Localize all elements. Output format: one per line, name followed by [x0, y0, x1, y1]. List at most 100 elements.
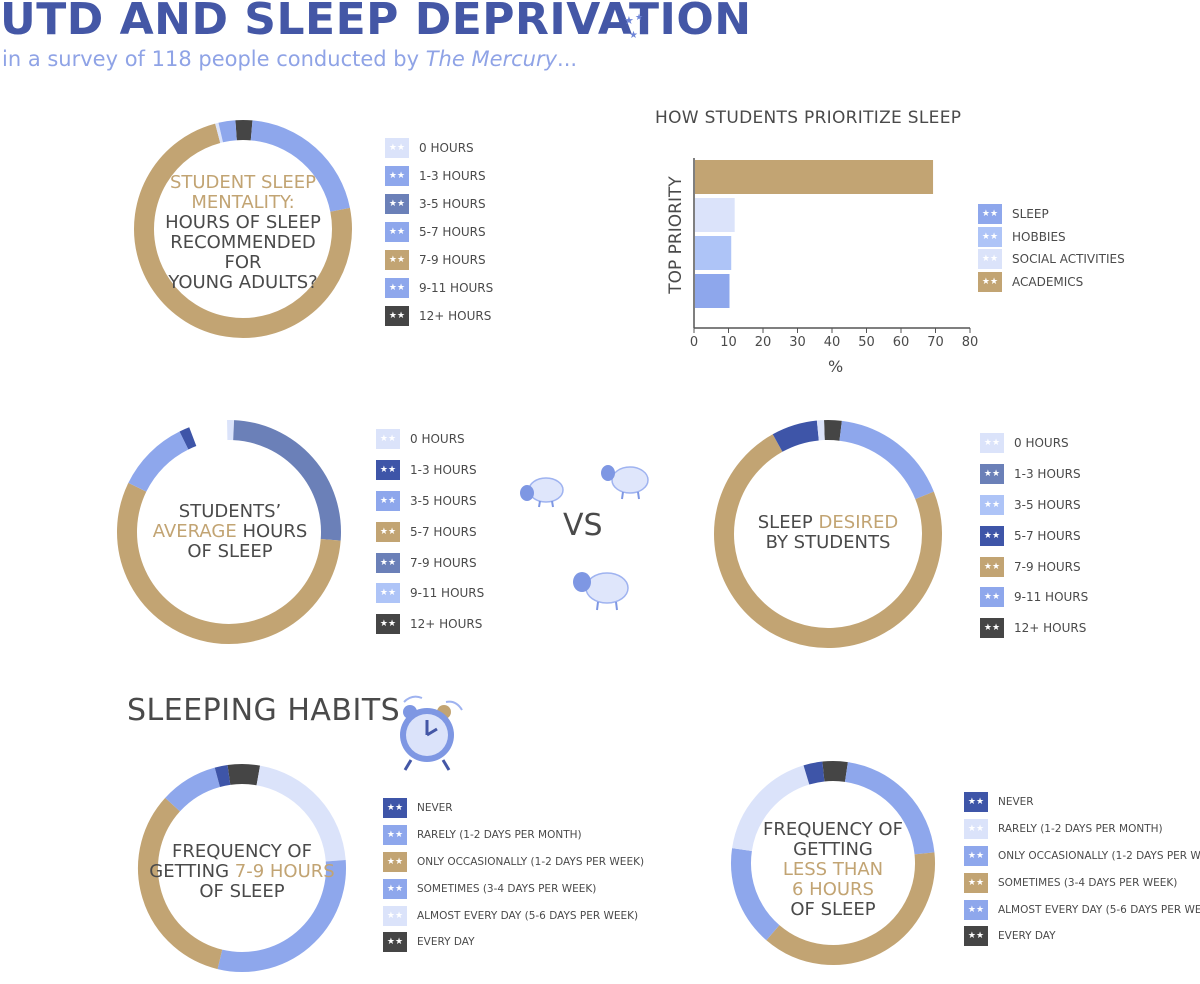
donut-slice-9-11-hours	[221, 130, 236, 132]
legend-label: 0 HOURS	[410, 432, 465, 446]
sheep-icon	[518, 470, 566, 510]
legend-label: 3-5 HOURS	[1014, 498, 1081, 512]
stars-icon: ★★	[978, 227, 1002, 247]
stars-icon: ★★	[376, 614, 400, 634]
x-tick-label: 60	[893, 335, 910, 350]
legend-average: ★★0 HOURS★★1-3 HOURS★★3-5 HOURS★★5-7 HOU…	[376, 424, 484, 640]
legend-label: ALMOST EVERY DAY (5-6 DAYS PER WEEK)	[417, 910, 638, 922]
legend-item: ★★SLEEP	[978, 203, 1125, 226]
legend-label: 5-7 HOURS	[1014, 529, 1081, 543]
stars-icon: ★★	[964, 846, 988, 866]
legend-label: 3-5 HOURS	[410, 494, 477, 508]
stars-icon: ★★	[978, 249, 1002, 269]
legend-item: ★★ ALMOST EVERY DAY (5-6 DAYS PER WEEK)	[383, 902, 644, 929]
stars-icon: ★★	[980, 618, 1004, 638]
moon-stars-icon: ★ ★ ★	[615, 0, 695, 75]
legend-label: SOMETIMES (3-4 DAYS PER WEEK)	[417, 883, 596, 895]
donut-slice-9-11-hours	[841, 431, 925, 496]
legend-item: ★★12+ HOURS	[980, 613, 1088, 644]
legend-label: 7-9 HOURS	[410, 556, 477, 570]
vs-text: VS	[563, 508, 603, 543]
stars-icon: ★★	[383, 852, 407, 872]
stars-icon: ★★	[383, 906, 407, 926]
sheep-icon	[570, 566, 632, 614]
stars-icon: ★★	[964, 819, 988, 839]
stars-icon: ★★	[376, 429, 400, 449]
legend-label: 7-9 HOURS	[419, 253, 486, 267]
stars-icon: ★★	[980, 464, 1004, 484]
donut-slice-3-5-hours	[137, 440, 184, 487]
section-title-sleeping-habits: SLEEPING HABITS	[127, 693, 400, 728]
stars-icon: ★★	[980, 495, 1004, 515]
legend-label: RARELY (1-2 DAYS PER MONTH)	[417, 829, 582, 841]
donut-slice-0-hours	[218, 133, 221, 134]
legend-label: ONLY OCCASIONALLY (1-2 DAYS PER WEEK)	[998, 850, 1200, 862]
legend-item: ★★1-3 HOURS	[980, 459, 1088, 490]
x-tick-label: 70	[927, 335, 944, 350]
donut-slice-every-day	[823, 771, 846, 772]
donut-label-desired: SLEEP DESIRED BY STUDENTS	[748, 513, 908, 553]
donut-label-freq-7-9: FREQUENCY OF GETTING 7-9 HOURS OF SLEEP	[147, 842, 337, 902]
legend-label: 9-11 HOURS	[419, 281, 493, 295]
svg-text:★: ★	[635, 13, 643, 23]
stars-icon: ★★	[980, 557, 1004, 577]
legend-item: ★★ACADEMICS	[978, 271, 1125, 294]
donut-label-average: STUDENTS’ AVERAGE HOURS OF SLEEP	[150, 502, 310, 562]
stars-icon: ★★	[376, 460, 400, 480]
legend-item: ★★ RARELY (1-2 DAYS PER MONTH)	[964, 816, 1200, 843]
legend-item: ★★ 9-11 HOURS	[376, 578, 484, 609]
legend-item: ★★EVERY DAY	[383, 929, 644, 956]
legend-label: ALMOST EVERY DAY (5-6 DAYS PER WEEK)	[998, 904, 1200, 916]
donut-slice-12-hours	[824, 430, 840, 431]
legend-item: ★★ 5-7 HOURS	[980, 520, 1088, 551]
source-name: The Mercury	[426, 47, 557, 71]
donut-slice-rarely-1-2-days-per-month-	[173, 777, 218, 804]
bar-social-activities	[695, 198, 735, 232]
legend-label: 5-7 HOURS	[419, 225, 486, 239]
legend-item: ★★7-9 HOURS	[385, 246, 493, 274]
bar-hobbies	[695, 236, 731, 270]
legend-item: ★★12+ HOURS	[385, 302, 493, 330]
sheep-icon	[598, 460, 652, 504]
legend-freq-less-6: ★★NEVER★★RARELY (1-2 DAYS PER MONTH)★★ON…	[964, 789, 1200, 950]
legend-label: EVERY DAY	[417, 936, 475, 948]
stars-icon: ★★	[978, 272, 1002, 292]
legend-label: 12+ HOURS	[410, 617, 482, 631]
stars-icon: ★★	[385, 306, 409, 326]
legend-item: ★★3-5 HOURS	[376, 486, 484, 517]
x-tick-label: 0	[690, 335, 698, 350]
legend-label: 3-5 HOURS	[419, 197, 486, 211]
legend-item: ★★ SOCIAL ACTIVITIES	[978, 248, 1125, 271]
donut-slice-5-7-hours	[778, 430, 818, 443]
legend-label: SOCIAL ACTIVITIES	[1012, 252, 1125, 266]
stars-icon: ★★	[376, 553, 400, 573]
legend-label: RARELY (1-2 DAYS PER MONTH)	[998, 823, 1163, 835]
x-tick-label: 30	[789, 335, 806, 350]
legend-label: EVERY DAY	[998, 930, 1056, 942]
legend-item: ★★NEVER	[964, 789, 1200, 816]
stars-icon: ★★	[376, 583, 400, 603]
legend-label: NEVER	[998, 796, 1034, 808]
bar-chart-title: HOW STUDENTS PRIORITIZE SLEEP	[655, 108, 961, 128]
stars-icon: ★★	[964, 926, 988, 946]
legend-item: ★★5-7 HOURS	[385, 218, 493, 246]
donut-slice-every-day	[229, 774, 258, 775]
stars-icon: ★★	[980, 587, 1004, 607]
stars-icon: ★★	[980, 526, 1004, 546]
svg-text:★: ★	[629, 30, 638, 41]
legend-item: ★★ EVERY DAY	[964, 923, 1200, 950]
legend-label: SOMETIMES (3-4 DAYS PER WEEK)	[998, 877, 1177, 889]
stars-icon: ★★	[964, 900, 988, 920]
legend-label: 9-11 HOURS	[410, 586, 484, 600]
stars-icon: ★★	[383, 879, 407, 899]
stars-icon: ★★	[385, 194, 409, 214]
stars-icon: ★★	[978, 204, 1002, 224]
legend-item: ★★ 3-5 HOURS	[385, 190, 493, 218]
legend-item: ★★ 12+ HOURS	[376, 609, 484, 640]
legend-item: ★★SOMETIMES (3-4 DAYS PER WEEK)	[964, 869, 1200, 896]
legend-label: 9-11 HOURS	[1014, 590, 1088, 604]
legend-item: ★★5-7 HOURS	[376, 516, 484, 547]
page-subtitle: in a survey of 118 people conducted by T…	[2, 47, 577, 71]
legend-priorities: ★★SLEEP★★HOBBIES★★SOCIAL ACTIVITIES★★ACA…	[978, 203, 1125, 293]
